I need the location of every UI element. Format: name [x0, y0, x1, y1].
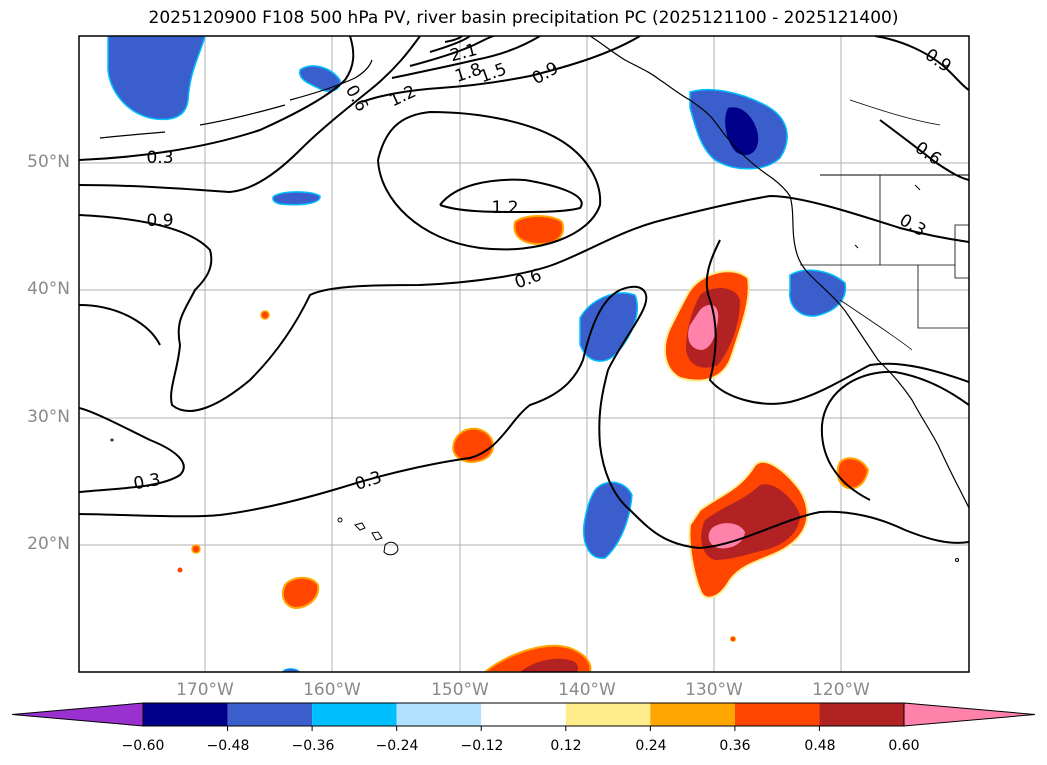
- colorbar-frame: [142, 702, 905, 727]
- contour-label: 0.3: [146, 148, 173, 168]
- colorbar-bin: [819, 703, 904, 726]
- contour-label: 0.3: [896, 210, 929, 241]
- colorbar-tick: −0.12: [460, 738, 504, 754]
- colorbar-bin: [227, 703, 313, 726]
- lat-label-40n: 40°N: [27, 279, 70, 299]
- colorbar: [11, 702, 1036, 731]
- colorbar-bin: [734, 703, 820, 726]
- colorbar-tick: 0.36: [719, 738, 751, 754]
- positive-precip-areas: [177, 215, 870, 672]
- colorbar-bin: [143, 703, 228, 726]
- colorbar-tick: 0.60: [888, 738, 920, 754]
- colorbar-tick: 0.48: [804, 738, 836, 754]
- lat-label-50n: 50°N: [27, 152, 70, 172]
- lat-label-30n: 30°N: [27, 407, 70, 427]
- contour-label: 1.2: [386, 82, 419, 112]
- colorbar-tick: 0.24: [635, 738, 667, 754]
- colorbar-bin: [650, 703, 735, 726]
- map-title: 2025120900 F108 500 hPa PV, river basin …: [148, 8, 899, 28]
- contour-label: 0.9: [146, 211, 173, 231]
- colorbar-tick: −0.48: [206, 738, 250, 754]
- lat-label-20n: 20°N: [27, 534, 70, 554]
- lon-label-130w: 130°W: [685, 680, 743, 700]
- colorbar-extend-low: [11, 702, 144, 727]
- contour-label: 0.3: [132, 470, 162, 494]
- lon-label-120w: 120°W: [812, 680, 870, 700]
- lon-label-150w: 150°W: [431, 680, 489, 700]
- gridlines: [79, 36, 969, 672]
- contour-label: 1.2: [491, 198, 518, 218]
- colorbar-bin: [565, 703, 651, 726]
- colorbar-bin: [312, 703, 397, 726]
- colorbar-bin: [481, 703, 566, 726]
- lon-label-160w: 160°W: [303, 680, 361, 700]
- colorbar-tick: −0.36: [291, 738, 335, 754]
- lon-label-140w: 140°W: [558, 680, 616, 700]
- colorbar-tick: −0.24: [375, 738, 419, 754]
- contour-label: 0.9: [529, 58, 562, 89]
- colorbar-tick: −0.60: [121, 738, 165, 754]
- contour-label: 0.3: [353, 468, 385, 495]
- colorbar-extend-high: [903, 702, 1036, 727]
- colorbar-bin: [396, 703, 482, 726]
- colorbar-tick: 0.12: [550, 738, 582, 754]
- pv-contours: [79, 36, 969, 550]
- negative-precip-areas: [107, 36, 847, 672]
- map-frame: [78, 35, 970, 673]
- lon-label-170w: 170°W: [176, 680, 234, 700]
- coastlines: [99, 36, 969, 509]
- islands: [110, 184, 959, 562]
